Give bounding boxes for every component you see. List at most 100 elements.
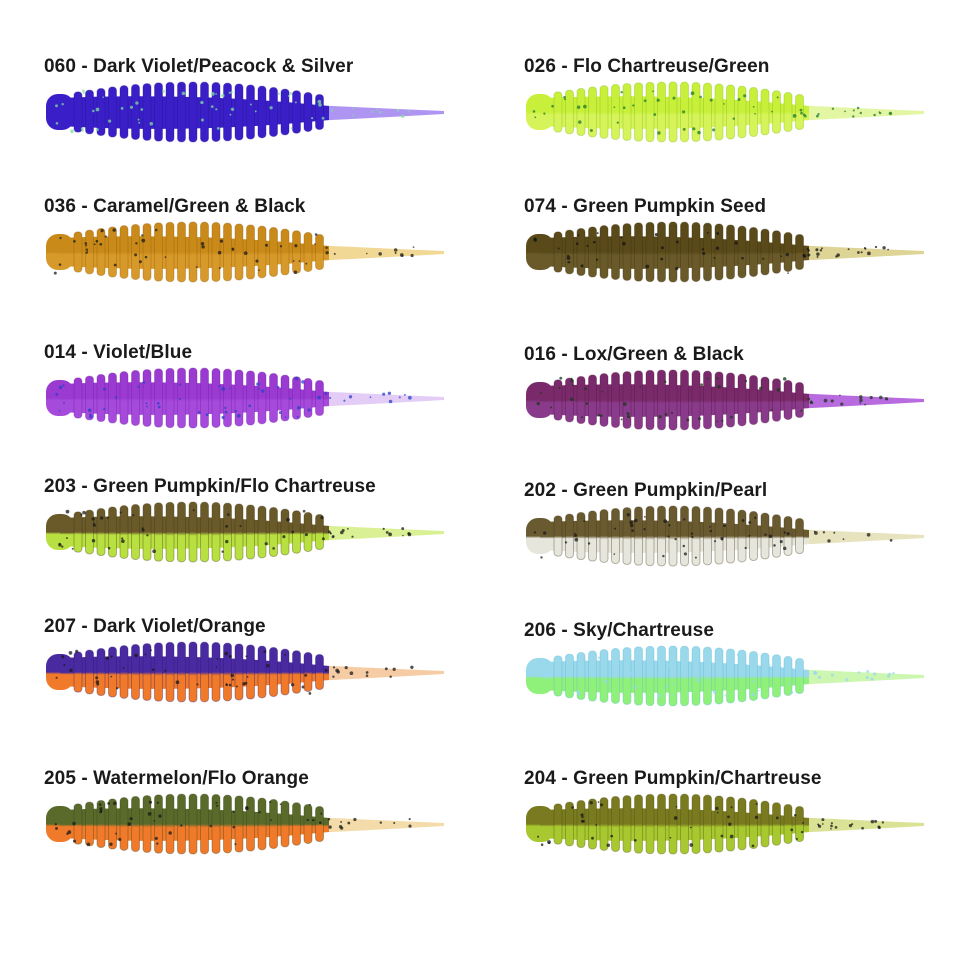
lure-rib [668,221,678,283]
lure-rib [657,369,666,431]
lure-fleck [55,392,59,396]
lure-fleck [106,516,109,519]
lure-rib [200,221,209,283]
lure-fleck [675,240,679,244]
lure-fleck [200,100,204,105]
lure-rib [703,370,712,430]
lure-fleck [331,109,334,112]
lure-fleck [571,384,574,386]
lure-fleck [706,231,709,234]
lure-fleck [626,513,631,517]
lure-fleck [304,673,308,677]
lure-fleck [697,130,701,135]
lure-fleck [712,690,717,694]
lure-rib [576,87,586,137]
lure-fleck [304,533,308,537]
lure-fleck [228,683,232,687]
lure-rib [645,221,655,283]
lure-tail [312,105,444,121]
lure-fleck [375,108,378,111]
lure-fleck [622,402,627,406]
lure-rib [657,221,666,283]
lure-rib [622,83,632,141]
lure-fleck [866,670,870,673]
lure-fleck [66,537,68,540]
lure-fleck [408,818,411,821]
lure-fleck [110,655,113,658]
lure-fleck [800,409,803,412]
lure-fleck [776,388,781,392]
lure-fleck [396,108,400,112]
lure-rib [645,369,655,431]
lure-fleck [639,386,642,388]
lure-color-label: 206 - Sky/Chartreuse [524,620,714,641]
lure-fleck [195,266,198,268]
lure-rib [553,379,563,421]
lure-rib [303,232,313,272]
lure-fleck [816,255,819,258]
lure-rib [269,227,278,277]
lure-fleck [112,228,116,232]
lure-fleck [156,842,159,845]
lure-fleck [892,671,895,675]
lure-fleck [382,392,386,396]
lure-fleck [58,543,62,547]
lure-rib [257,797,267,851]
lure-rib [177,793,186,855]
lure-fleck [134,253,138,257]
lure-fleck [574,532,576,535]
lure-fleck [108,119,112,123]
lure-fleck [290,127,293,130]
lure-rib [257,371,267,425]
lure-fleck [140,108,144,111]
lure-rib [188,793,198,855]
lure-fleck [248,404,252,408]
lure-color-label: 203 - Green Pumpkin/Flo Chartreuse [44,476,376,497]
lure-fleck [874,245,878,249]
lure-fleck [149,121,154,126]
lure-fleck [721,419,724,422]
lure-fleck [626,411,630,416]
lure-rib [737,797,747,851]
lure-fleck [120,106,124,110]
lure-fleck [400,114,405,119]
lure-fleck [258,811,261,814]
lure-fleck [831,107,835,110]
lure-fleck [691,535,694,539]
lure-fleck [408,395,412,400]
lure-rib [142,83,152,141]
lure-fleck [859,398,863,403]
lure-rib [292,376,301,420]
lure-fleck [551,104,554,108]
lure-rib [795,657,804,695]
lure-rib [783,516,793,556]
lure-fleck [149,649,152,652]
lure-fleck [574,537,579,542]
lure-fleck [545,677,548,680]
lure-rib [611,648,620,704]
lure-rib [223,368,232,428]
lure-fleck [653,113,657,116]
lure-fleck [573,533,578,538]
lure-fleck [138,260,142,264]
lure-fleck [104,235,107,238]
lure-rib [85,375,94,421]
lure-fleck [804,114,807,118]
lure-rib [737,509,747,563]
lure-fleck [230,673,235,678]
lure-rib [280,228,290,276]
lure-rib [280,88,290,136]
lure-fleck [352,114,355,117]
lure-fleck [790,828,794,832]
lure-fleck [614,527,617,530]
lure-rib [269,799,278,849]
lure-fleck [864,403,866,406]
lure-rib [565,513,574,559]
lure-rib [565,653,574,699]
lure-fleck [848,823,853,828]
lure-fleck [629,523,634,528]
lure-rib [668,645,678,707]
lure-fleck [682,127,686,131]
lure-fleck [566,256,571,260]
lure-fleck [365,674,369,677]
